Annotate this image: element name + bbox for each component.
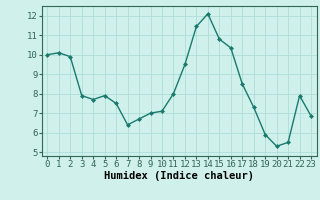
X-axis label: Humidex (Indice chaleur): Humidex (Indice chaleur): [104, 171, 254, 181]
